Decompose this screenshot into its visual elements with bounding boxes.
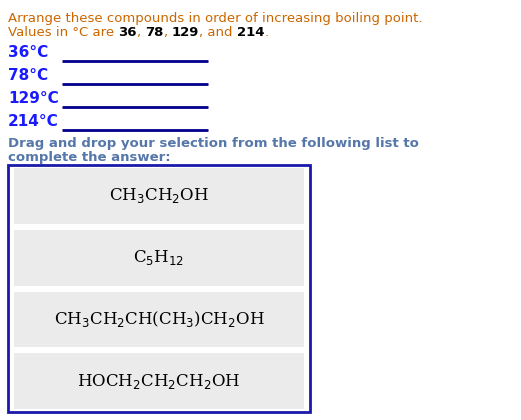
- Text: , and: , and: [200, 26, 237, 39]
- Text: ,: ,: [137, 26, 145, 39]
- Text: complete the answer:: complete the answer:: [8, 151, 170, 164]
- Bar: [14, 353, 304, 409]
- Text: 129°C: 129°C: [8, 91, 59, 106]
- Text: C$_5$H$_{12}$: C$_5$H$_{12}$: [133, 248, 184, 267]
- Text: ,: ,: [164, 26, 172, 39]
- Text: 214°C: 214°C: [8, 114, 59, 129]
- Bar: [8, 165, 310, 412]
- Text: CH$_3$CH$_2$CH(CH$_3$)CH$_2$OH: CH$_3$CH$_2$CH(CH$_3$)CH$_2$OH: [54, 310, 264, 329]
- Text: Arrange these compounds in order of increasing boiling point.: Arrange these compounds in order of incr…: [8, 12, 423, 25]
- Text: 36°C: 36°C: [8, 45, 48, 60]
- Text: 78: 78: [145, 26, 164, 39]
- Text: .: .: [265, 26, 269, 39]
- Bar: [14, 168, 304, 224]
- Bar: [14, 291, 304, 347]
- Text: HOCH$_2$CH$_2$CH$_2$OH: HOCH$_2$CH$_2$CH$_2$OH: [77, 372, 241, 391]
- Text: 129: 129: [172, 26, 200, 39]
- Text: Drag and drop your selection from the following list to: Drag and drop your selection from the fo…: [8, 137, 419, 150]
- Text: 36: 36: [118, 26, 137, 39]
- Text: Values in °C are: Values in °C are: [8, 26, 118, 39]
- Text: CH$_3$CH$_2$OH: CH$_3$CH$_2$OH: [109, 186, 209, 205]
- Text: 78°C: 78°C: [8, 68, 48, 83]
- Text: 214: 214: [237, 26, 265, 39]
- Bar: [14, 230, 304, 286]
